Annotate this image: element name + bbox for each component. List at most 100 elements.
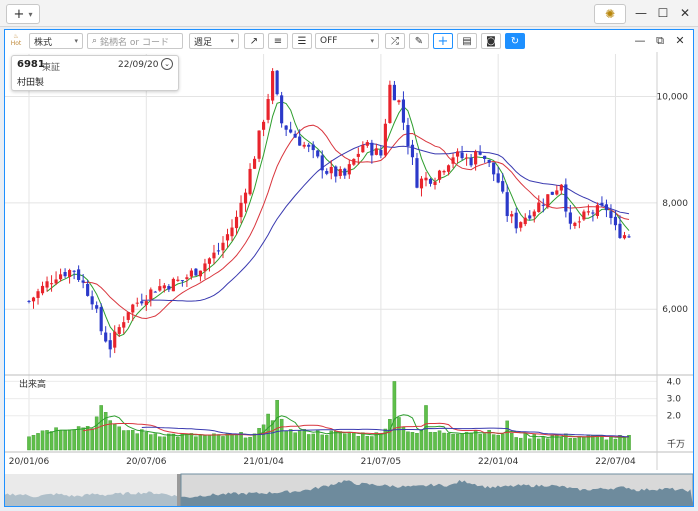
candle-body	[514, 212, 518, 229]
panel-close-button[interactable]: ✕	[675, 34, 685, 47]
gear-icon: ✺	[604, 7, 616, 21]
volume-bar	[437, 430, 442, 451]
app-menu-button[interactable]: ✺	[594, 4, 626, 24]
volume-bar	[99, 405, 103, 451]
indicator-select-value: OFF	[320, 36, 338, 46]
candle-body	[460, 152, 464, 159]
shuffle-icon[interactable]: ⤮	[385, 33, 405, 49]
list-icon[interactable]: ▤	[457, 33, 477, 49]
window-close-button[interactable]: ✕	[679, 6, 691, 20]
volume-bar	[94, 416, 99, 451]
candle-body	[433, 181, 437, 185]
candle-body	[167, 286, 171, 290]
candle-body	[492, 162, 496, 175]
candle-body	[415, 158, 419, 188]
camera-icon[interactable]: ◙	[481, 33, 501, 49]
volume-bar	[49, 431, 54, 451]
volume-bar	[284, 430, 288, 451]
volume-bar	[397, 417, 401, 451]
align-left-icon[interactable]: ≡	[268, 33, 288, 49]
volume-bar	[505, 420, 509, 451]
candle-body	[595, 205, 599, 216]
panel-minimize-button[interactable]: —	[634, 34, 646, 47]
volume-bar	[496, 434, 500, 451]
panel-maximize-button[interactable]: ⧉	[656, 34, 664, 47]
volume-bar	[546, 438, 550, 451]
volume-bar	[473, 430, 478, 451]
candle-body	[519, 222, 523, 228]
volume-bar	[442, 432, 446, 451]
volume-bar	[406, 431, 410, 451]
volume-bar	[140, 429, 144, 451]
window-minimize-button[interactable]: —	[635, 6, 647, 20]
hot-logo-icon: ♨ Hot	[10, 33, 22, 47]
candle-body	[239, 202, 243, 218]
candle-body	[325, 171, 329, 174]
candle-body	[131, 304, 135, 313]
candle-body	[478, 151, 482, 155]
search-input[interactable]: ⌕ 銘柄名 or コード	[87, 33, 183, 49]
candle-body	[546, 194, 550, 208]
volume-bar	[460, 433, 464, 451]
candle-body	[483, 155, 487, 159]
volume-bar	[320, 434, 325, 451]
candle-body	[501, 181, 505, 192]
pencil-icon[interactable]: ✎	[409, 33, 429, 49]
volume-bar	[469, 432, 473, 451]
candle-body	[487, 159, 491, 163]
volume-bar	[54, 427, 58, 451]
candle-body	[568, 212, 572, 224]
candle-body	[95, 305, 99, 309]
candle-body	[302, 144, 306, 147]
indicator-select[interactable]: OFF ▾	[315, 33, 379, 49]
candle-body	[510, 214, 514, 217]
arrow-up-right-icon[interactable]: ↗	[244, 33, 264, 49]
candle-body	[379, 149, 383, 156]
volume-average-line	[83, 422, 630, 438]
add-tab-button[interactable]: + ▾	[6, 4, 40, 24]
volume-bar	[591, 435, 595, 451]
period-select[interactable]: 週足 ▾	[189, 33, 239, 49]
volume-bar	[577, 436, 582, 451]
volume-bar	[338, 431, 343, 451]
candle-body	[284, 125, 288, 130]
volume-bar	[185, 433, 189, 451]
candle-body	[307, 144, 311, 147]
window-maximize-button[interactable]: ☐	[657, 6, 669, 20]
volume-bar	[604, 439, 609, 451]
volume-bar	[239, 432, 243, 451]
volume-bar	[478, 433, 482, 451]
candle-body	[586, 211, 590, 213]
volume-bar	[194, 436, 198, 451]
candle-body	[280, 95, 284, 124]
navigator-mask	[5, 474, 177, 506]
volume-bar	[234, 433, 239, 451]
crosshair-icon[interactable]: +	[433, 33, 453, 49]
volume-bar	[536, 438, 541, 451]
chevron-down-icon: ▾	[230, 37, 234, 45]
chevron-down-icon[interactable]: ⌄	[161, 58, 173, 70]
volume-bar	[550, 435, 555, 451]
candle-body	[54, 279, 58, 284]
type-select[interactable]: 株式 ▾	[29, 33, 83, 49]
candle-body	[216, 250, 221, 252]
candle-body	[31, 297, 36, 302]
volume-bar	[361, 432, 365, 451]
candle-body	[334, 166, 338, 177]
candle-body	[81, 280, 85, 283]
stock-chart[interactable]: 6,000 8,000 10,000 2.0 3.0 4.0 千万 出来高 20/01/06 20…	[5, 30, 693, 506]
moving-average-line	[141, 143, 630, 302]
candle-body	[171, 278, 175, 292]
candle-body	[532, 211, 536, 217]
align-right-icon[interactable]: ☰	[292, 33, 312, 49]
candle-body	[388, 84, 392, 123]
volume-bar	[180, 433, 185, 451]
volume-bar	[135, 433, 140, 451]
volume-bar	[401, 426, 406, 451]
volume-bar	[81, 427, 85, 451]
chart-toolbar: ♨ Hot 株式 ▾ ⌕ 銘柄名 or コード 週足 ▾ ↗ ≡ ☰ OFF ▾ ⤮ ✎ …	[5, 30, 693, 52]
refresh-icon[interactable]: ↻	[505, 33, 525, 49]
candle-body	[474, 151, 478, 165]
volume-bar	[112, 424, 117, 451]
candle-body	[194, 268, 198, 276]
